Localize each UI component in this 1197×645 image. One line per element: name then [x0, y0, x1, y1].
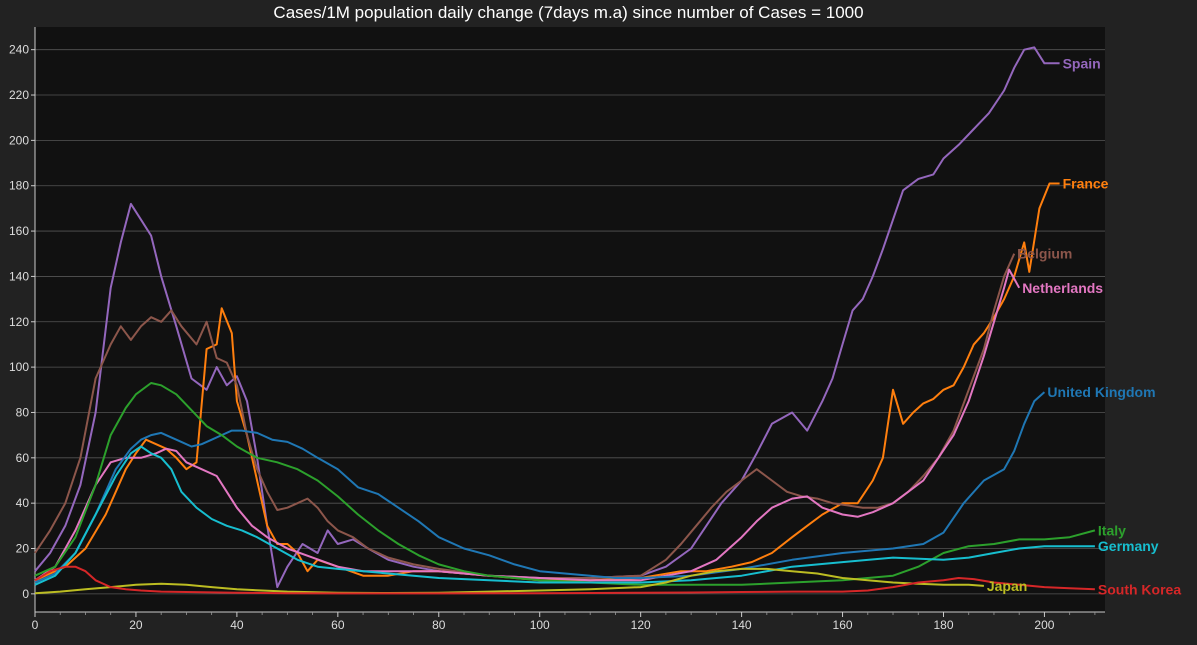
- series-label-germany: Germany: [1098, 538, 1159, 554]
- x-tick-label: 80: [432, 618, 446, 632]
- x-tick-label: 20: [129, 618, 143, 632]
- series-label-south-korea: South Korea: [1098, 581, 1181, 597]
- x-tick-label: 160: [833, 618, 853, 632]
- y-tick-label: 20: [16, 542, 30, 556]
- axes: 0 20 40 60 80 100 120 140 160 180 200 220 240 0 20 40 60…: [9, 27, 1105, 632]
- series-line-japan: [34, 567, 984, 595]
- y-tick-label: 200: [9, 133, 29, 147]
- y-tick-label: 40: [16, 496, 30, 510]
- x-tick-label: 40: [230, 618, 244, 632]
- series-labels: Spain France Belgium Netherlands United King…: [987, 55, 1181, 597]
- x-tick-label: 120: [631, 618, 651, 632]
- series-line-germany: [34, 445, 1095, 586]
- y-tick-label: 120: [9, 315, 29, 329]
- series-lines: [34, 46, 1096, 595]
- series-label-belgium: Belgium: [1017, 246, 1072, 262]
- chart-title: Cases/1M population daily change (7days …: [273, 3, 864, 22]
- y-tick-label: 180: [9, 179, 29, 193]
- y-tick-label: 140: [9, 269, 29, 283]
- series-line-belgium: [34, 253, 1016, 579]
- series-line-italy: [34, 382, 1096, 586]
- series-line-netherlands: [34, 268, 1021, 582]
- series-label-japan: Japan: [987, 578, 1027, 594]
- x-tick-label: 200: [1034, 618, 1054, 632]
- series-label-france: France: [1063, 175, 1109, 191]
- y-tick-label: 220: [9, 88, 29, 102]
- plot-background: [35, 27, 1105, 612]
- series-line-united-kingdom: [34, 391, 1046, 584]
- y-tick-label: 60: [16, 451, 30, 465]
- x-tick-label: 0: [32, 618, 39, 632]
- x-tick-label: 100: [530, 618, 550, 632]
- grid-lines: [35, 49, 1105, 595]
- x-tick-label: 180: [933, 618, 953, 632]
- series-label-netherlands: Netherlands: [1022, 280, 1103, 296]
- y-tick-label: 100: [9, 360, 29, 374]
- y-tick-label: 80: [16, 405, 30, 419]
- y-tick-label: 0: [22, 587, 29, 601]
- y-tick-label: 160: [9, 224, 29, 238]
- series-label-spain: Spain: [1063, 55, 1101, 71]
- x-tick-label: 140: [732, 618, 752, 632]
- series-label-italy: Italy: [1098, 522, 1126, 538]
- series-line-south-korea: [34, 565, 1095, 595]
- y-tick-label: 240: [9, 43, 29, 57]
- x-tick-label: 60: [331, 618, 345, 632]
- series-label-united-kingdom: United Kingdom: [1047, 384, 1155, 400]
